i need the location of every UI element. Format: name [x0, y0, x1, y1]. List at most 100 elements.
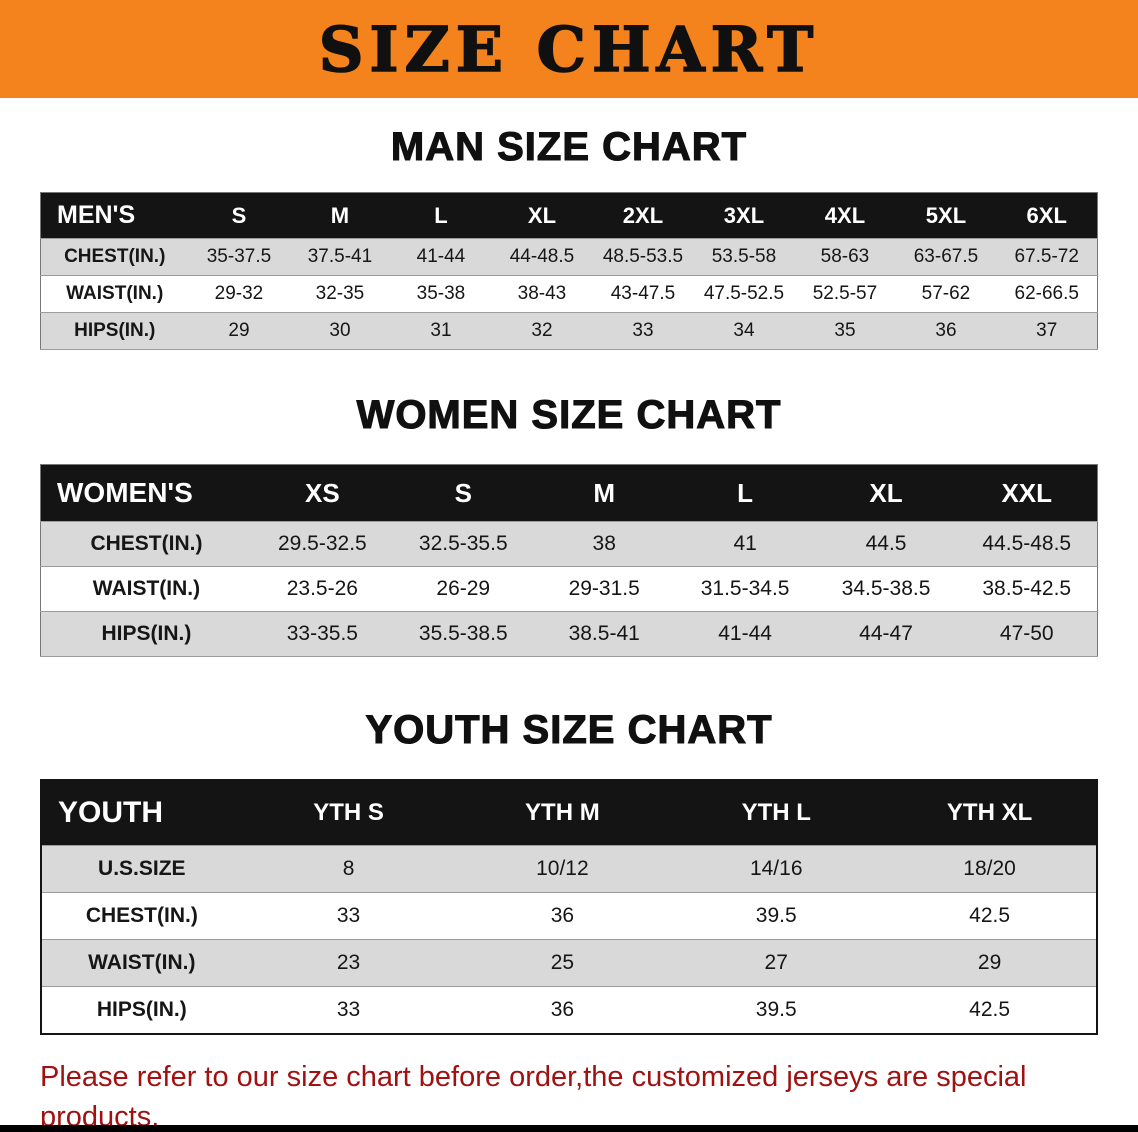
size-column-header: S [188, 192, 290, 239]
row-label-cell: CHEST(IN.) [40, 521, 252, 567]
size-value-cell: 41 [674, 521, 816, 567]
size-value-cell: 10/12 [455, 845, 670, 893]
table-row: HIPS(IN.) 33 36 39.5 42.5 [41, 986, 1097, 1035]
table-row: HIPS(IN.) 33-35.5 35.5-38.5 38.5-41 41-44 44-… [40, 611, 1098, 657]
size-value-cell: 26-29 [392, 566, 534, 612]
header-row: WOMEN'S XS S M L XL XXL [40, 464, 1098, 522]
mens-size-table: MEN'S S M L XL 2XL 3XL 4XL 5XL 6XL CHEST(IN.) 35-37… [40, 192, 1098, 350]
size-column-header: YTH L [669, 780, 884, 846]
size-value-cell: 44-48.5 [491, 238, 593, 276]
youth-size-table: YOUTH YTH S YTH M YTH L YTH XL U.S.SIZE 8 10/12… [40, 779, 1098, 1035]
size-column-header: S [392, 464, 534, 522]
table-row: WAIST(IN.) 23.5-26 26-29 29-31.5 31.5-34.5 34… [40, 566, 1098, 612]
size-value-cell: 25 [455, 939, 670, 987]
size-column-header: XS [251, 464, 393, 522]
size-column-header: 5XL [895, 192, 997, 239]
row-label-cell: HIPS(IN.) [41, 986, 242, 1035]
table-row: HIPS(IN.) 29 30 31 32 33 34 35 36 37 [40, 312, 1098, 350]
table-title-cell: MEN'S [40, 192, 189, 239]
size-value-cell: 62-66.5 [996, 275, 1098, 313]
mens-section-heading: MAN SIZE CHART [390, 124, 748, 169]
row-label-cell: CHEST(IN.) [41, 892, 242, 940]
size-value-cell: 38 [533, 521, 675, 567]
header-row: YOUTH YTH S YTH M YTH L YTH XL [41, 780, 1097, 846]
row-label-cell: U.S.SIZE [41, 845, 242, 893]
size-column-header: XL [815, 464, 957, 522]
disclaimer: Please refer to our size chart before or… [40, 1057, 1100, 1132]
table-row: WAIST(IN.) 29-32 32-35 35-38 38-43 43-47.5 47.… [40, 275, 1098, 313]
size-column-header: L [390, 192, 492, 239]
table-row: CHEST(IN.) 35-37.5 37.5-41 41-44 44-48.5 48.5… [40, 238, 1098, 276]
size-value-cell: 38.5-42.5 [956, 566, 1098, 612]
size-value-cell: 34 [693, 312, 795, 350]
size-value-cell: 42.5 [883, 892, 1097, 940]
size-value-cell: 38.5-41 [533, 611, 675, 657]
size-value-cell: 41-44 [390, 238, 492, 276]
table-row: CHEST(IN.) 29.5-32.5 32.5-35.5 38 41 44.5 44.5… [40, 521, 1098, 567]
size-value-cell: 35-37.5 [188, 238, 290, 276]
size-value-cell: 52.5-57 [794, 275, 896, 313]
size-value-cell: 37.5-41 [289, 238, 391, 276]
table-row: U.S.SIZE 8 10/12 14/16 18/20 [41, 845, 1097, 893]
womens-section-heading: WOMEN SIZE CHART [356, 392, 782, 437]
size-value-cell: 31.5-34.5 [674, 566, 816, 612]
size-value-cell: 29 [188, 312, 290, 350]
size-value-cell: 33-35.5 [251, 611, 393, 657]
size-value-cell: 67.5-72 [996, 238, 1098, 276]
size-value-cell: 43-47.5 [592, 275, 694, 313]
size-column-header: 4XL [794, 192, 896, 239]
size-value-cell: 47-50 [956, 611, 1098, 657]
size-value-cell: 33 [241, 892, 456, 940]
size-value-cell: 53.5-58 [693, 238, 795, 276]
size-value-cell: 29-31.5 [533, 566, 675, 612]
size-column-header: YTH XL [883, 780, 1097, 846]
size-value-cell: 44-47 [815, 611, 957, 657]
size-column-header: YTH S [241, 780, 456, 846]
size-column-header: 3XL [693, 192, 795, 239]
size-value-cell: 35 [794, 312, 896, 350]
size-value-cell: 35-38 [390, 275, 492, 313]
size-value-cell: 36 [455, 986, 670, 1035]
size-value-cell: 32.5-35.5 [392, 521, 534, 567]
table-row: WAIST(IN.) 23 25 27 29 [41, 939, 1097, 987]
table-title-cell: YOUTH [41, 780, 242, 846]
size-value-cell: 47.5-52.5 [693, 275, 795, 313]
row-label-cell: WAIST(IN.) [40, 275, 189, 313]
womens-size-table: WOMEN'S XS S M L XL XXL CHEST(IN.) 29.5-32.5 32.5… [40, 464, 1098, 657]
size-value-cell: 18/20 [883, 845, 1097, 893]
size-value-cell: 29-32 [188, 275, 290, 313]
size-value-cell: 27 [669, 939, 884, 987]
size-value-cell: 32-35 [289, 275, 391, 313]
size-value-cell: 8 [241, 845, 456, 893]
size-column-header: XXL [956, 464, 1098, 522]
size-value-cell: 14/16 [669, 845, 884, 893]
size-value-cell: 33 [592, 312, 694, 350]
size-value-cell: 36 [895, 312, 997, 350]
size-value-cell: 44.5 [815, 521, 957, 567]
page-title: SIZE CHART [318, 12, 820, 87]
banner: SIZE CHART [0, 0, 1138, 98]
row-label-cell: CHEST(IN.) [40, 238, 189, 276]
row-label-cell: HIPS(IN.) [40, 312, 189, 350]
womens-section: WOMEN SIZE CHART WOMEN'S XS S M L XL XXL CHEST(… [0, 392, 1138, 657]
size-column-header: M [289, 192, 391, 239]
size-column-header: YTH M [455, 780, 670, 846]
size-value-cell: 41-44 [674, 611, 816, 657]
size-value-cell: 39.5 [669, 986, 884, 1035]
size-value-cell: 39.5 [669, 892, 884, 940]
size-value-cell: 48.5-53.5 [592, 238, 694, 276]
table-title-cell: WOMEN'S [40, 464, 252, 522]
size-value-cell: 31 [390, 312, 492, 350]
size-column-header: XL [491, 192, 593, 239]
size-value-cell: 34.5-38.5 [815, 566, 957, 612]
youth-section: YOUTH SIZE CHART YOUTH YTH S YTH M YTH L YTH… [0, 707, 1138, 1035]
size-column-header: L [674, 464, 816, 522]
size-value-cell: 58-63 [794, 238, 896, 276]
size-value-cell: 35.5-38.5 [392, 611, 534, 657]
youth-section-heading: YOUTH SIZE CHART [365, 707, 773, 752]
size-value-cell: 29.5-32.5 [251, 521, 393, 567]
size-value-cell: 33 [241, 986, 456, 1035]
row-label-cell: WAIST(IN.) [41, 939, 242, 987]
size-value-cell: 30 [289, 312, 391, 350]
